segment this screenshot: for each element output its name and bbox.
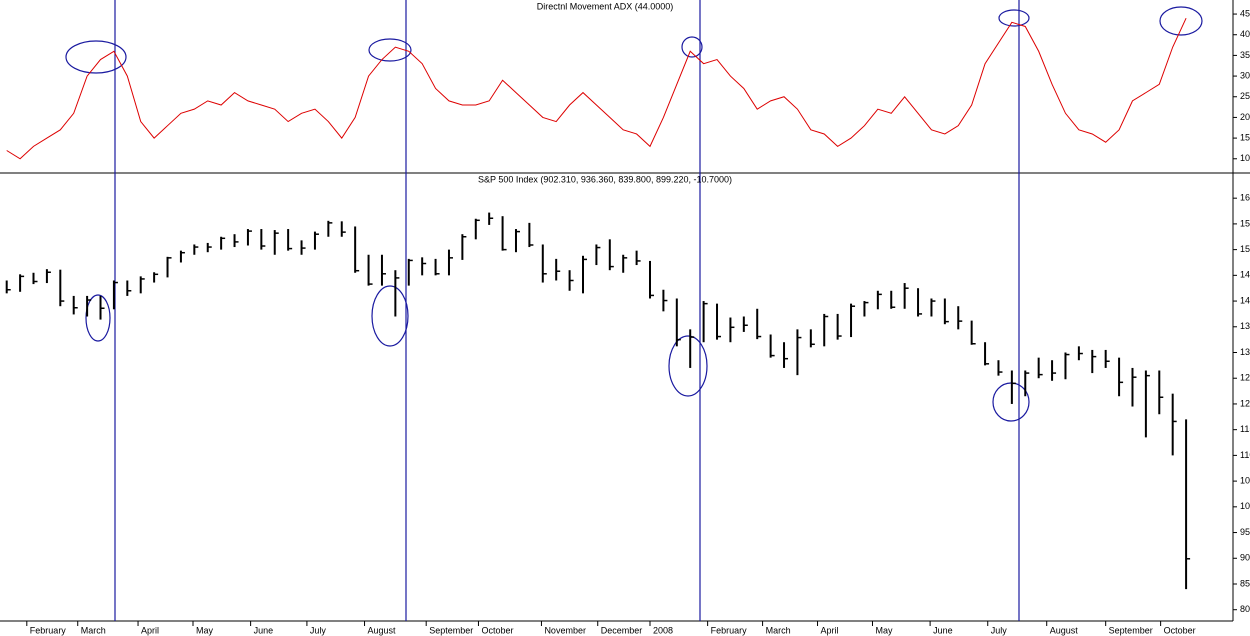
x-tick-label: March <box>766 625 791 635</box>
x-tick-label: May <box>875 625 893 635</box>
y-tick-label: 1500 <box>1240 244 1250 254</box>
y-tick-label: 1150 <box>1240 424 1250 434</box>
ellipse <box>65 40 127 74</box>
y-tick-label: 1250 <box>1240 373 1250 383</box>
ellipse <box>368 38 412 62</box>
y-tick-label: 45 <box>1240 8 1250 18</box>
y-tick-label: 30 <box>1240 70 1250 80</box>
x-tick-label: August <box>1050 625 1079 635</box>
y-tick-label: 25 <box>1240 91 1250 101</box>
x-tick-label: February <box>30 625 67 635</box>
y-tick-label: 35 <box>1240 50 1250 60</box>
x-tick-label: September <box>429 625 473 635</box>
y-tick-label: 800 <box>1240 604 1250 614</box>
y-tick-label: 850 <box>1240 578 1250 588</box>
x-tick-label: November <box>544 625 586 635</box>
y-tick-label: 1050 <box>1240 475 1250 485</box>
y-tick-label: 950 <box>1240 527 1250 537</box>
x-tick-label: June <box>254 625 274 635</box>
y-tick-label: 15 <box>1240 132 1250 142</box>
y-tick-label: 1400 <box>1240 295 1250 305</box>
ellipse <box>998 9 1030 27</box>
x-tick-label: July <box>991 625 1008 635</box>
x-tick-label: October <box>481 625 513 635</box>
x-tick-label: August <box>368 625 397 635</box>
x-tick-label: April <box>141 625 159 635</box>
y-tick-label: 40 <box>1240 29 1250 39</box>
x-tick-label: February <box>711 625 748 635</box>
y-tick-label: 1200 <box>1240 398 1250 408</box>
y-tick-label: 1600 <box>1240 193 1250 203</box>
x-tick-label: July <box>310 625 327 635</box>
y-tick-label: 20 <box>1240 112 1250 122</box>
annotations <box>65 0 1203 621</box>
x-tick-label: December <box>601 625 643 635</box>
ellipse <box>681 36 703 58</box>
x-tick-label: March <box>81 625 106 635</box>
x-tick-label: September <box>1109 625 1153 635</box>
y-tick-label: 1450 <box>1240 270 1250 280</box>
ellipse <box>85 294 111 342</box>
x-tick-label: April <box>821 625 839 635</box>
x-tick-label: May <box>196 625 214 635</box>
y-tick-label: 1000 <box>1240 501 1250 511</box>
adx-title: Directnl Movement ADX (44.0000) <box>537 1 674 11</box>
ellipse <box>668 335 708 397</box>
adx-line <box>6 17 1187 160</box>
ellipse <box>371 285 409 347</box>
x-tick-label: June <box>933 625 953 635</box>
y-tick-label: 10 <box>1240 153 1250 163</box>
y-tick-label: 1350 <box>1240 321 1250 331</box>
ellipse <box>1159 6 1203 36</box>
y-tick-label: 1550 <box>1240 218 1250 228</box>
y-tick-label: 1300 <box>1240 347 1250 357</box>
y-tick-label: 1100 <box>1240 450 1250 460</box>
y-tick-label: 900 <box>1240 553 1250 563</box>
spx-title: S&P 500 Index (902.310, 936.360, 839.800… <box>478 174 732 184</box>
x-tick-label: October <box>1164 625 1196 635</box>
x-tick-label: 2008 <box>653 625 673 635</box>
